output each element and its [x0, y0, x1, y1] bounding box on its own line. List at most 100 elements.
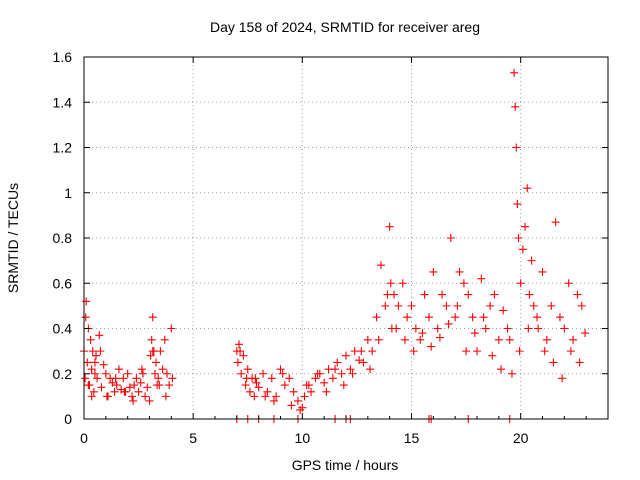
y-tick-label: 1.4: [53, 94, 73, 110]
data-point: [400, 335, 409, 344]
data-point: [123, 369, 132, 378]
data-point: [239, 351, 248, 360]
data-point: [560, 324, 569, 333]
data-point: [398, 279, 407, 288]
data-point: [333, 358, 342, 367]
data-point: [92, 351, 101, 360]
data-point: [154, 374, 163, 383]
data-point: [148, 347, 157, 356]
y-tick-label: 0.6: [53, 275, 73, 291]
data-point: [381, 301, 390, 310]
data-point: [252, 378, 261, 387]
data-point: [446, 234, 455, 242]
data-point: [143, 383, 152, 392]
y-tick-label: 0: [64, 411, 72, 427]
data-point: [355, 356, 364, 365]
data-point: [259, 369, 268, 378]
data-point: [337, 369, 346, 378]
data-point: [125, 383, 134, 392]
data-point: [523, 184, 532, 193]
data-point: [529, 301, 538, 310]
data-point: [162, 369, 171, 378]
data-point: [134, 387, 143, 396]
data-point: [527, 256, 536, 265]
data-point: [403, 313, 412, 322]
data-point: [547, 301, 556, 310]
data-point: [155, 381, 164, 390]
data-point: [114, 365, 123, 374]
data-point: [470, 329, 479, 338]
data-point: [459, 279, 468, 288]
data-point: [573, 290, 582, 299]
data-point: [507, 369, 516, 378]
data-point: [132, 374, 141, 383]
x-tick-label: 10: [295, 430, 311, 446]
data-point: [424, 313, 433, 322]
data-point: [357, 347, 366, 356]
data-point: [90, 358, 99, 367]
y-tick-label: 0.2: [53, 366, 73, 382]
data-point: [366, 365, 375, 374]
data-point: [97, 383, 106, 392]
data-point: [99, 360, 108, 369]
data-point: [488, 351, 497, 360]
data-point: [453, 301, 462, 310]
data-point: [427, 342, 436, 351]
data-point: [328, 374, 337, 383]
data-point: [276, 365, 285, 374]
data-point: [137, 365, 146, 374]
data-point: [304, 381, 313, 390]
data-point: [473, 347, 481, 356]
data-point: [433, 324, 442, 333]
data-point: [293, 396, 302, 405]
data-point: [88, 347, 97, 356]
data-point: [385, 222, 394, 231]
y-axis-ticks: 0 0.2 0.4 0.6 0.8 1 1.2 1.4 1.6: [53, 49, 608, 427]
data-point: [438, 290, 447, 299]
data-point: [87, 392, 96, 401]
data-point: [407, 301, 416, 310]
data-point: [168, 374, 177, 383]
y-tick-label: 1.6: [53, 49, 73, 65]
data-point: [569, 335, 578, 344]
data-point: [269, 396, 278, 405]
y-tick-label: 1: [64, 185, 72, 201]
data-point: [511, 102, 520, 111]
data-point: [575, 358, 584, 367]
data-point: [289, 387, 298, 396]
data-point: [130, 381, 139, 390]
x-tick-label: 20: [513, 430, 529, 446]
x-tick-label: 5: [189, 430, 197, 446]
data-point: [237, 369, 246, 378]
data-point: [331, 365, 340, 374]
data-point: [339, 381, 348, 390]
data-point: [383, 290, 392, 299]
data-point: [499, 306, 508, 315]
data-point: [158, 365, 167, 374]
data-point: [512, 143, 521, 152]
data-point: [464, 290, 473, 299]
data-points: [80, 68, 590, 423]
data-point: [494, 335, 503, 344]
data-point: [167, 324, 176, 333]
data-point: [392, 324, 401, 333]
data-point: [90, 369, 99, 378]
data-point: [490, 290, 499, 299]
data-point: [96, 347, 105, 356]
data-point: [468, 313, 477, 322]
data-point: [564, 279, 573, 288]
data-point: [82, 297, 91, 306]
y-axis-label: SRMTID / TECUs: [5, 183, 21, 293]
data-point: [108, 378, 117, 387]
grid-lines: [84, 57, 608, 419]
data-point: [285, 374, 294, 383]
data-point: [503, 324, 512, 333]
data-point: [581, 329, 590, 338]
data-point: [368, 347, 377, 356]
data-point: [558, 374, 567, 383]
data-point: [346, 365, 355, 374]
data-point: [513, 200, 522, 209]
data-point: [146, 351, 155, 360]
data-point: [525, 290, 534, 299]
